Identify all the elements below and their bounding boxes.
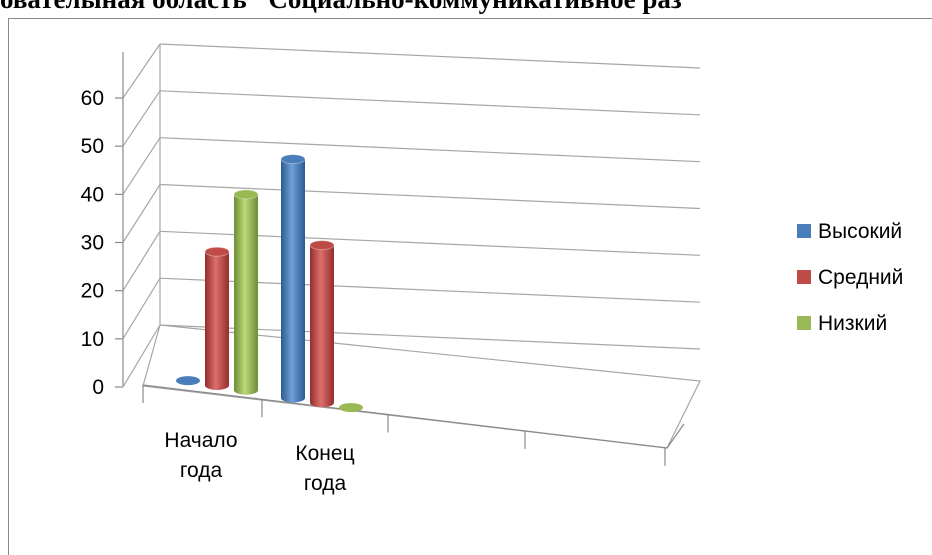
gridline — [159, 183, 701, 210]
bar-top — [309, 240, 335, 251]
bar-body — [310, 245, 334, 408]
bar — [339, 403, 363, 413]
x-category-label: года — [180, 459, 223, 482]
legend-label: Высокий — [818, 220, 902, 243]
y-tick-label: 30 — [81, 232, 104, 255]
gridline — [159, 137, 701, 163]
bar — [233, 189, 259, 395]
gridline — [159, 43, 701, 69]
floor-right-edge — [666, 423, 685, 449]
side-gridline — [122, 277, 161, 340]
clipped-heading: ователыная область "Социально-коммуникат… — [0, 0, 932, 18]
bar-body — [281, 159, 305, 403]
legend-swatch — [797, 270, 811, 284]
bar-body — [234, 194, 258, 395]
y-tick-label: 0 — [92, 376, 104, 399]
legend-label: Низкий — [818, 312, 887, 335]
bar — [204, 246, 230, 390]
chart-frame — [8, 18, 932, 555]
legend-swatch — [797, 224, 811, 238]
bar — [176, 376, 200, 386]
bar-top — [233, 189, 259, 200]
x-axis-labels: Начало года Конец года — [164, 429, 354, 495]
legend-label: Средний — [818, 266, 903, 289]
bar-zero — [176, 376, 200, 386]
side-gridline — [122, 137, 161, 195]
bar — [280, 154, 306, 403]
y-tick-label: 60 — [81, 87, 104, 110]
side-gridline — [122, 90, 161, 147]
bar-top — [204, 246, 230, 257]
legend: Высокий Средний Низкий — [797, 220, 903, 335]
y-tick-label: 50 — [81, 135, 104, 158]
y-tick-label: 20 — [81, 280, 104, 303]
x-axis-line — [142, 384, 668, 449]
side-gridline — [122, 231, 161, 291]
bar-zero — [339, 403, 363, 413]
side-gridline — [122, 43, 161, 99]
y-tick-label: 10 — [81, 328, 104, 351]
x-category-label: Конец — [295, 442, 354, 465]
gridline — [159, 90, 701, 116]
x-category-label: года — [304, 472, 347, 495]
bar-top — [280, 154, 306, 165]
x-category-label: Начало — [164, 429, 237, 452]
side-gridline — [122, 184, 161, 243]
legend-swatch — [797, 316, 811, 330]
bar — [309, 240, 335, 408]
side-gridline — [122, 324, 161, 388]
y-tick-label: 40 — [81, 183, 104, 206]
bars — [176, 154, 363, 413]
bar-body — [205, 251, 229, 390]
y-axis-ticks: 0 10 20 30 40 50 60 — [81, 87, 123, 399]
